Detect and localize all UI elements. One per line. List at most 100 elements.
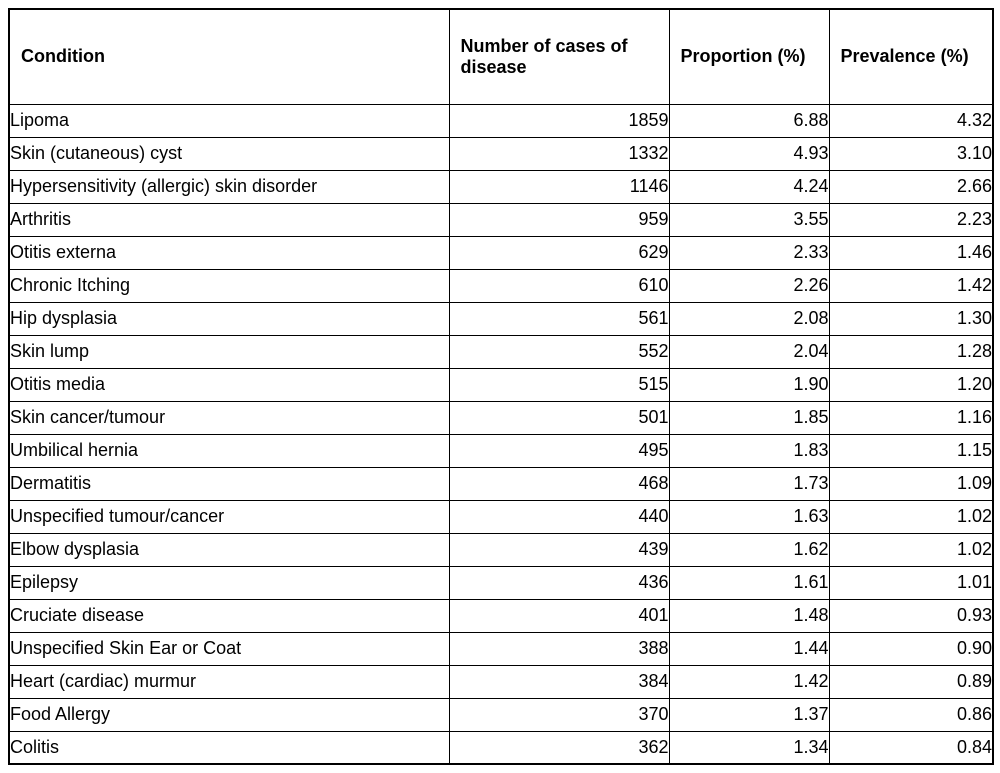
prevalence-cell: 1.02: [828, 532, 994, 567]
table-row: Chronic Itching 610 2.26 1.42: [8, 268, 994, 303]
table-row: Dermatitis 468 1.73 1.09: [8, 466, 994, 501]
condition-cell: Unspecified Skin Ear or Coat: [8, 631, 450, 666]
prevalence-cell: 0.93: [828, 598, 994, 633]
cases-cell: 362: [448, 730, 670, 765]
cases-cell: 440: [448, 499, 670, 534]
prevalence-cell: 0.86: [828, 697, 994, 732]
prevalence-cell: 1.01: [828, 565, 994, 600]
condition-cell: Epilepsy: [8, 565, 450, 600]
cases-cell: 384: [448, 664, 670, 699]
cases-cell: 436: [448, 565, 670, 600]
proportion-cell: 1.83: [668, 433, 830, 468]
prevalence-cell: 1.02: [828, 499, 994, 534]
proportion-cell: 3.55: [668, 202, 830, 237]
disease-prevalence-table: Condition Number of cases of disease Pro…: [8, 8, 994, 765]
condition-cell: Otitis media: [8, 367, 450, 402]
condition-cell: Hip dysplasia: [8, 301, 450, 336]
condition-cell: Cruciate disease: [8, 598, 450, 633]
condition-cell: Umbilical hernia: [8, 433, 450, 468]
table-row: Umbilical hernia 495 1.83 1.15: [8, 433, 994, 468]
condition-cell: Food Allergy: [8, 697, 450, 732]
prevalence-cell: 1.20: [828, 367, 994, 402]
table-row: Heart (cardiac) murmur 384 1.42 0.89: [8, 664, 994, 699]
condition-cell: Skin cancer/tumour: [8, 400, 450, 435]
table-row: Epilepsy 436 1.61 1.01: [8, 565, 994, 600]
condition-cell: Chronic Itching: [8, 268, 450, 303]
cases-cell: 1859: [448, 103, 670, 138]
table-row: Skin lump 552 2.04 1.28: [8, 334, 994, 369]
proportion-cell: 2.26: [668, 268, 830, 303]
proportion-cell: 4.24: [668, 169, 830, 204]
cases-cell: 959: [448, 202, 670, 237]
cases-cell: 515: [448, 367, 670, 402]
prevalence-cell: 4.32: [828, 103, 994, 138]
prevalence-cell: 2.66: [828, 169, 994, 204]
prevalence-cell: 1.30: [828, 301, 994, 336]
header-row: Condition Number of cases of disease Pro…: [8, 8, 994, 105]
cases-cell: 495: [448, 433, 670, 468]
col-header-proportion: Proportion (%): [668, 8, 830, 105]
proportion-cell: 1.73: [668, 466, 830, 501]
cases-cell: 501: [448, 400, 670, 435]
proportion-cell: 4.93: [668, 136, 830, 171]
proportion-cell: 1.34: [668, 730, 830, 765]
proportion-cell: 1.48: [668, 598, 830, 633]
condition-cell: Elbow dysplasia: [8, 532, 450, 567]
prevalence-cell: 1.46: [828, 235, 994, 270]
proportion-cell: 1.90: [668, 367, 830, 402]
proportion-cell: 2.08: [668, 301, 830, 336]
cases-cell: 629: [448, 235, 670, 270]
cases-cell: 370: [448, 697, 670, 732]
prevalence-cell: 0.89: [828, 664, 994, 699]
condition-cell: Dermatitis: [8, 466, 450, 501]
table-row: Food Allergy 370 1.37 0.86: [8, 697, 994, 732]
condition-cell: Colitis: [8, 730, 450, 765]
prevalence-cell: 1.15: [828, 433, 994, 468]
condition-cell: Arthritis: [8, 202, 450, 237]
table-row: Unspecified tumour/cancer 440 1.63 1.02: [8, 499, 994, 534]
table-row: Otitis externa 629 2.33 1.46: [8, 235, 994, 270]
table-row: Cruciate disease 401 1.48 0.93: [8, 598, 994, 633]
cases-cell: 439: [448, 532, 670, 567]
prevalence-cell: 1.16: [828, 400, 994, 435]
table-row: Skin cancer/tumour 501 1.85 1.16: [8, 400, 994, 435]
table-row: Skin (cutaneous) cyst 1332 4.93 3.10: [8, 136, 994, 171]
condition-cell: Skin (cutaneous) cyst: [8, 136, 450, 171]
proportion-cell: 2.04: [668, 334, 830, 369]
table-row: Arthritis 959 3.55 2.23: [8, 202, 994, 237]
table-row: Hip dysplasia 561 2.08 1.30: [8, 301, 994, 336]
table-row: Elbow dysplasia 439 1.62 1.02: [8, 532, 994, 567]
table-row: Unspecified Skin Ear or Coat 388 1.44 0.90: [8, 631, 994, 666]
proportion-cell: 1.42: [668, 664, 830, 699]
cases-cell: 552: [448, 334, 670, 369]
proportion-cell: 2.33: [668, 235, 830, 270]
cases-cell: 401: [448, 598, 670, 633]
prevalence-cell: 0.90: [828, 631, 994, 666]
condition-cell: Heart (cardiac) murmur: [8, 664, 450, 699]
prevalence-cell: 1.09: [828, 466, 994, 501]
prevalence-cell: 0.84: [828, 730, 994, 765]
cases-cell: 1332: [448, 136, 670, 171]
col-header-condition: Condition: [8, 8, 450, 105]
col-header-prevalence: Prevalence (%): [828, 8, 994, 105]
proportion-cell: 1.61: [668, 565, 830, 600]
condition-cell: Lipoma: [8, 103, 450, 138]
col-header-number-of-cases: Number of cases of disease: [448, 8, 670, 105]
table-body: Lipoma 1859 6.88 4.32 Skin (cutaneous) cyst 1…: [8, 103, 994, 765]
condition-cell: Otitis externa: [8, 235, 450, 270]
cases-cell: 610: [448, 268, 670, 303]
prevalence-cell: 1.28: [828, 334, 994, 369]
condition-cell: Hypersensitivity (allergic) skin disorde…: [8, 169, 450, 204]
condition-cell: Skin lump: [8, 334, 450, 369]
proportion-cell: 1.62: [668, 532, 830, 567]
proportion-cell: 1.44: [668, 631, 830, 666]
prevalence-cell: 1.42: [828, 268, 994, 303]
cases-cell: 1146: [448, 169, 670, 204]
condition-cell: Unspecified tumour/cancer: [8, 499, 450, 534]
table-row: Colitis 362 1.34 0.84: [8, 730, 994, 765]
proportion-cell: 1.85: [668, 400, 830, 435]
cases-cell: 561: [448, 301, 670, 336]
prevalence-cell: 2.23: [828, 202, 994, 237]
cases-cell: 388: [448, 631, 670, 666]
cases-cell: 468: [448, 466, 670, 501]
